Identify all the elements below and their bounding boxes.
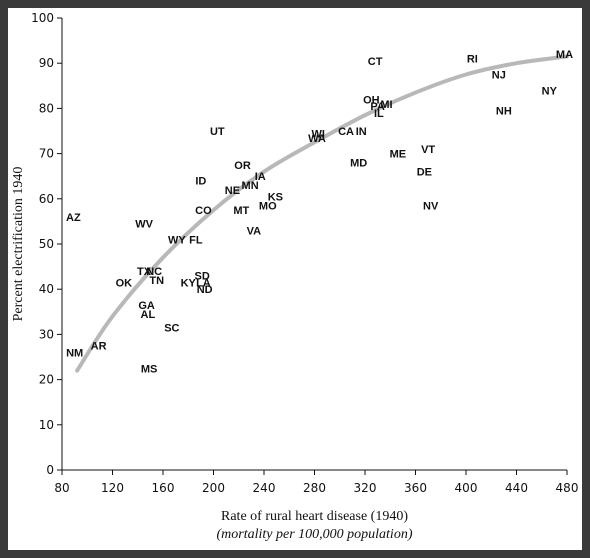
state-point-nj: NJ: [492, 70, 506, 82]
state-point-mn: MN: [242, 180, 259, 192]
y-tick-label: 60: [39, 192, 54, 206]
state-point-mo: MO: [259, 201, 277, 213]
state-point-in: IN: [356, 126, 367, 138]
state-point-la: LA: [196, 277, 211, 289]
state-point-ga: GA: [138, 300, 155, 312]
state-point-tx: TX: [137, 266, 152, 278]
state-point-ri: RI: [467, 54, 478, 66]
state-point-ne: NE: [225, 185, 240, 197]
state-point-wa: WA: [308, 133, 326, 145]
state-point-ar: AR: [91, 341, 107, 353]
state-point-az: AZ: [66, 212, 81, 224]
state-point-ma: MA: [556, 49, 573, 61]
state-point-fl: FL: [189, 234, 203, 246]
x-tick-label: 200: [202, 481, 225, 495]
y-axis-title: Percent electrification 1940: [11, 167, 26, 322]
state-point-ok: OK: [116, 277, 133, 289]
trend-curve: [75, 54, 569, 373]
y-tick-label: 10: [39, 418, 54, 432]
state-point-ia: IA: [255, 171, 266, 183]
x-tick-label: 400: [455, 481, 478, 495]
state-point-ct: CT: [368, 56, 383, 68]
state-point-nh: NH: [496, 106, 512, 118]
x-tick-label: 360: [404, 481, 427, 495]
state-point-nc: NC: [146, 266, 162, 278]
state-point-ms: MS: [141, 363, 158, 375]
state-point-co: CO: [195, 205, 212, 217]
x-tick-label: 120: [101, 481, 124, 495]
state-point-sc: SC: [164, 323, 179, 335]
state-point-nm: NM: [66, 347, 83, 359]
state-point-mt: MT: [233, 205, 249, 217]
state-point-ky: KY: [181, 277, 197, 289]
state-point-md: MD: [350, 158, 367, 170]
x-axis-subtitle: (mortality per 100,000 population): [217, 527, 413, 542]
y-tick-label: 20: [39, 373, 54, 387]
state-point-wy: WY: [168, 234, 186, 246]
x-tick-label: 80: [54, 481, 69, 495]
state-point-sd: SD: [194, 271, 209, 283]
state-point-ut: UT: [210, 126, 225, 138]
state-point-wv: WV: [135, 219, 153, 231]
y-tick-label: 80: [39, 101, 54, 115]
y-tick-label: 90: [39, 56, 54, 70]
state-point-me: ME: [390, 149, 407, 161]
state-point-mi: MI: [380, 99, 392, 111]
state-point-ks: KS: [268, 192, 283, 204]
x-tick-label: 280: [303, 481, 326, 495]
state-point-al: AL: [141, 309, 156, 321]
state-point-nd: ND: [197, 284, 213, 296]
y-tick-label: 30: [39, 327, 54, 341]
x-tick-label: 440: [505, 481, 528, 495]
y-tick-label: 70: [39, 147, 54, 161]
x-tick-label: 160: [152, 481, 175, 495]
state-point-tn: TN: [149, 275, 164, 287]
state-point-or: OR: [234, 160, 251, 172]
state-point-vt: VT: [421, 144, 435, 156]
state-point-pa: PA: [370, 101, 385, 113]
state-point-nv: NV: [423, 201, 439, 213]
state-point-id: ID: [195, 176, 206, 188]
y-tick-label: 40: [39, 282, 54, 296]
y-tick-label: 50: [39, 237, 54, 251]
state-point-ny: NY: [542, 85, 558, 97]
state-point-oh: OH: [363, 94, 380, 106]
x-tick-label: 320: [354, 481, 377, 495]
axes: 80 120 160 200 240 280 320 360 400 440 480 0 10 20 30 4…: [31, 11, 578, 495]
state-point-de: DE: [417, 167, 432, 179]
x-tick-label: 240: [253, 481, 276, 495]
state-point-ca: CA: [338, 126, 354, 138]
state-point-va: VA: [247, 225, 262, 237]
state-point-wi: WI: [312, 128, 325, 140]
y-tick-label: 100: [31, 11, 54, 25]
y-tick-label: 0: [46, 463, 54, 477]
x-axis-title: Rate of rural heart disease (1940): [221, 509, 408, 524]
state-point-il: IL: [374, 108, 384, 120]
x-tick-label: 480: [556, 481, 579, 495]
